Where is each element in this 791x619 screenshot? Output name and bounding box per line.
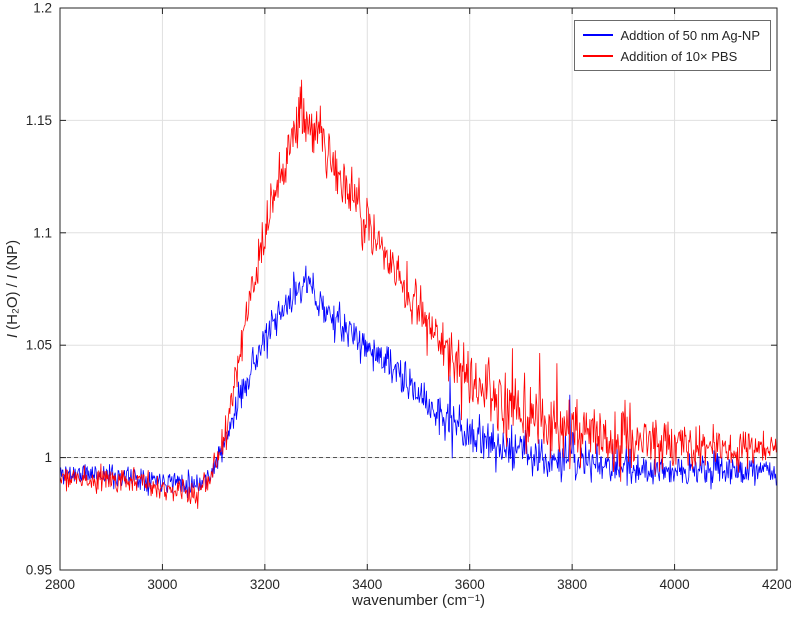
x-axis-label: wavenumber (cm⁻¹) xyxy=(351,592,485,609)
legend: Addtion of 50 nm Ag-NP Addition of 10× PB… xyxy=(573,20,771,71)
legend-item-label: Addition of 10× PBS xyxy=(620,48,738,64)
y-axis-label: I (H₂O) / I (NP) xyxy=(4,240,21,338)
legend-item-label: Addtion of 50 nm Ag-NP xyxy=(620,27,760,43)
legend-line-sample xyxy=(582,34,613,36)
legend-line-sample xyxy=(582,55,613,57)
x-tick-label: 3200 xyxy=(250,577,280,592)
y-axis-label-run: (H₂O) / xyxy=(4,279,21,334)
series-group xyxy=(60,79,777,509)
x-tick-label: 4200 xyxy=(762,577,791,592)
x-tick-label: 3600 xyxy=(455,577,485,592)
y-axis-label-run: I xyxy=(4,275,21,279)
y-tick-label: 1.2 xyxy=(33,1,52,16)
series-line-pbs xyxy=(60,79,777,509)
y-tick-label: 1 xyxy=(44,450,52,465)
x-tick-label: 3800 xyxy=(557,577,587,592)
y-tick-label: 1.05 xyxy=(26,338,52,353)
y-axis-label-run: (NP) xyxy=(4,240,21,275)
y-tick-label: 1.1 xyxy=(33,225,52,240)
x-tick-label: 4000 xyxy=(660,577,690,592)
legend-item: Addtion of 50 nm Ag-NP xyxy=(582,26,760,44)
y-tick-label: 0.95 xyxy=(26,563,52,578)
x-tick-label: 3400 xyxy=(352,577,382,592)
y-tick-label: 1.15 xyxy=(26,113,52,128)
tick-marks xyxy=(59,7,778,571)
y-axis-label-run: I xyxy=(4,334,21,338)
series-line-agnp xyxy=(60,265,777,499)
x-tick-label: 2800 xyxy=(45,577,75,592)
x-tick-label: 3000 xyxy=(147,577,177,592)
axes-box xyxy=(59,7,778,571)
legend-item: Addition of 10× PBS xyxy=(582,47,760,65)
